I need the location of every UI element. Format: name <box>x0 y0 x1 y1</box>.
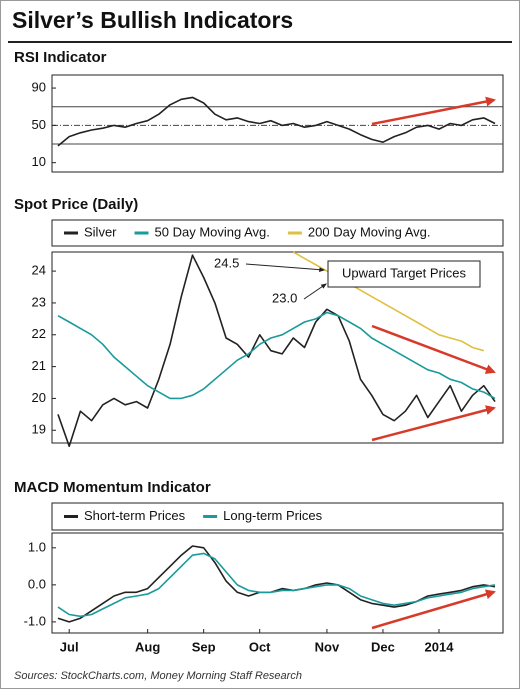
x-tick-label: Nov <box>315 639 340 654</box>
series-line <box>57 311 496 400</box>
legend-label: Long-term Prices <box>223 508 322 523</box>
y-tick-label: 1.0 <box>28 539 46 554</box>
y-tick-label: 20 <box>32 390 46 405</box>
plot-frame <box>51 251 504 444</box>
y-tick-label: -1.0 <box>24 613 46 628</box>
panel-title: RSI Indicator <box>14 49 107 66</box>
trend-arrow <box>371 96 496 126</box>
annotation: 23.0 <box>272 290 297 305</box>
x-tick-label: Oct <box>249 639 271 654</box>
y-tick-label: 19 <box>32 422 46 437</box>
legend-label: 50 Day Moving Avg. <box>155 224 270 239</box>
x-tick-label: 2014 <box>425 639 455 654</box>
legend-label: 200 Day Moving Avg. <box>308 224 431 239</box>
series-line <box>57 552 496 618</box>
panel-title: MACD Momentum Indicator <box>14 479 211 496</box>
annotation-box <box>327 260 481 288</box>
pointer <box>303 283 327 300</box>
trend-arrow <box>371 589 496 630</box>
y-tick-label: 50 <box>32 117 46 132</box>
legend-frame <box>51 502 504 531</box>
pointer <box>245 263 326 273</box>
x-tick-label: Dec <box>371 639 395 654</box>
annotation: Upward Target Prices <box>342 265 467 280</box>
panel-title: Spot Price (Daily) <box>14 196 138 213</box>
x-tick-label: Jul <box>60 639 79 654</box>
source: Sources: StockCharts.com, Money Morning … <box>14 670 302 682</box>
legend-frame <box>51 219 504 247</box>
y-tick-label: 24 <box>32 263 46 278</box>
x-tick-label: Sep <box>192 639 216 654</box>
page-title: Silver’s Bullish Indicators <box>12 7 293 33</box>
legend-label: Short-term Prices <box>84 508 186 523</box>
x-tick-label: Aug <box>135 639 160 654</box>
plot-frame <box>51 74 504 173</box>
trend-arrow <box>371 405 496 442</box>
series-line <box>57 96 496 147</box>
annotations: 24.5 23.0 Upward Target Prices <box>214 96 496 630</box>
y-tick-label: 0.0 <box>28 576 46 591</box>
series-line <box>57 545 496 623</box>
series-line <box>57 254 496 447</box>
y-tick-label: 90 <box>32 79 46 94</box>
y-tick-label: 10 <box>32 154 46 169</box>
y-tick-label: 23 <box>32 294 46 309</box>
y-tick-label: 21 <box>32 358 46 373</box>
plot-frame <box>51 532 504 634</box>
legend-label: Silver <box>84 224 117 239</box>
y-tick-label: 22 <box>32 326 46 341</box>
annotation: 24.5 <box>214 255 239 270</box>
trend-arrow <box>371 324 496 374</box>
